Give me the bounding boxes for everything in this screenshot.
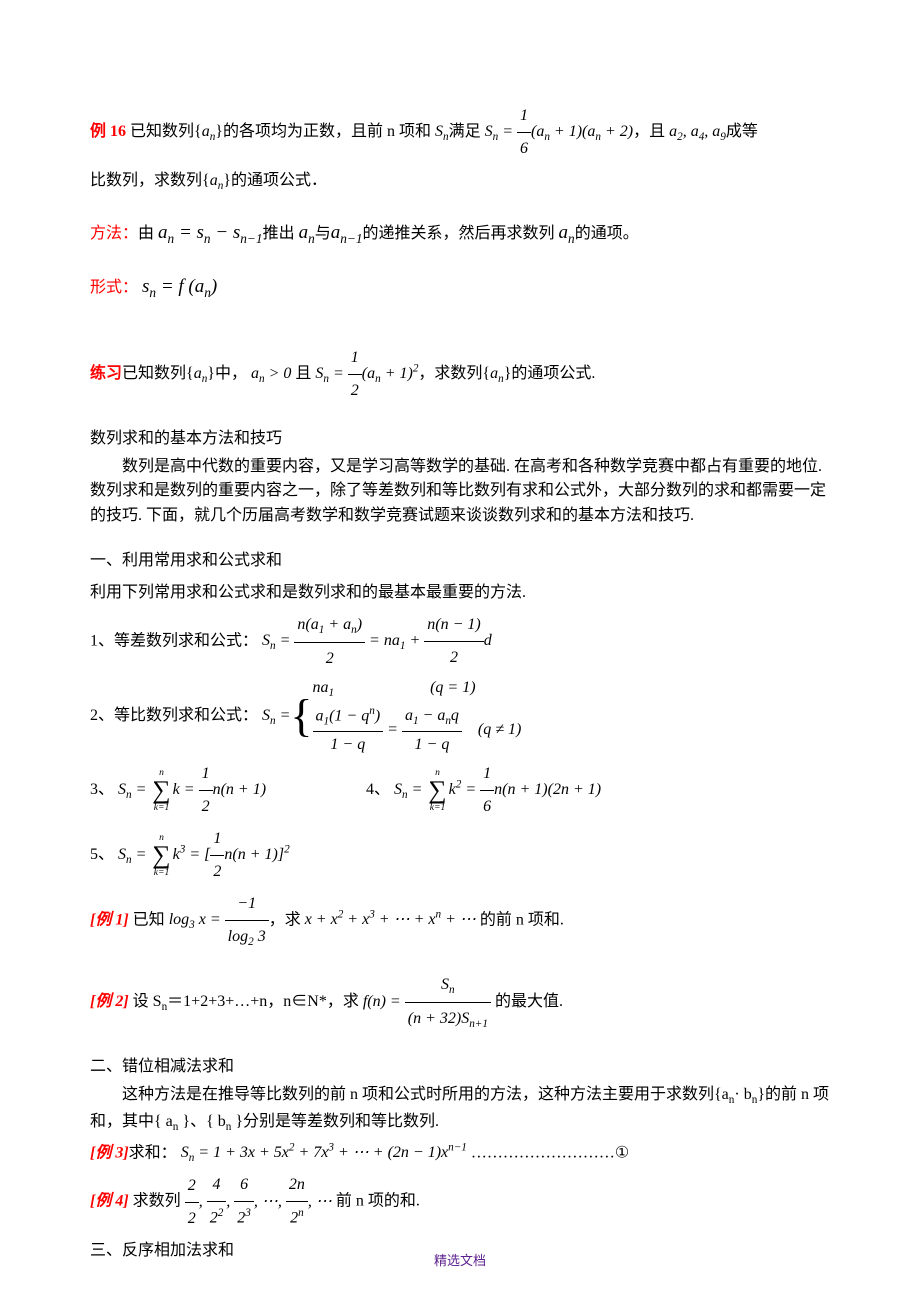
sec2-paragraph: 这种方法是在推导等比数列的前 n 项和公式时所用的方法，这种方法主要用于求数列{…	[90, 1083, 830, 1136]
ex3: [例 3]求和： Sn = 1 + 3x + 5x2 + 7x3 + ⋯ + (…	[90, 1137, 830, 1170]
practice-line: 练习已知数列{an}中， an > 0 且 Sn = 12(an + 1)2，求…	[90, 342, 830, 407]
form-label: 形式：	[90, 279, 138, 296]
ex16-line2: 比数列，求数列{an}的通项公式．	[90, 165, 830, 198]
practice-label: 练习	[90, 365, 122, 382]
ex16-label: 例 16	[90, 123, 126, 140]
ex3-label: [例 3]	[90, 1144, 129, 1161]
formula-5: 5、 Sn = n∑k=1k3 = [12n(n + 1)]2	[90, 823, 830, 888]
sec2-heading: 二、错位相减法求和	[90, 1051, 830, 1083]
formula-3-4: 3、 Sn = n∑k=1k = 12n(n + 1) 4、 Sn = n∑k=…	[90, 758, 830, 823]
ex1: [例 1] 已知 log3 x = −1log2 3，求 x + x2 + x3…	[90, 888, 830, 954]
footer-text: 精选文档	[0, 1250, 920, 1269]
sec1-sub: 利用下列常用求和公式求和是数列求和的最基本最重要的方法.	[90, 577, 830, 609]
ex4: [例 4] 求数列 22, 422, 623, ⋯, 2n2n, ⋯ 前 n 项…	[90, 1169, 830, 1234]
formula-1: 1、等差数列求和公式： Sn = n(a1 + an)2 = na1 + n(n…	[90, 609, 830, 675]
ex16-line1: 例 16 已知数列{an}的各项均为正数，且前 n 项和 Sn满足 Sn = 1…	[90, 100, 830, 165]
method-label: 方法：	[90, 225, 138, 242]
ex2-label: [例 2]	[90, 993, 129, 1010]
method-line: 方法：由 an = sn − sn−1推出 an与an−1的递推关系，然后再求数…	[90, 214, 830, 252]
ex2: [例 2] 设 Sn＝1+2+3+…+n，n∈N*，求 f(n) = Sn(n …	[90, 969, 830, 1035]
ex1-label: [例 1]	[90, 911, 129, 928]
formula-2: 2、等比数列求和公式： Sn = { na1 (q = 1) a1(1 − qn…	[90, 675, 830, 758]
sec1-heading: 一、利用常用求和公式求和	[90, 545, 830, 577]
form-line: 形式： sn = f (an)	[90, 268, 830, 306]
intro-heading: 数列求和的基本方法和技巧	[90, 423, 830, 455]
ex4-label: [例 4]	[90, 1193, 129, 1210]
intro-paragraph: 数列是高中代数的重要内容，又是学习高等数学的基础. 在高考和各种数学竞赛中都占有…	[90, 455, 830, 529]
